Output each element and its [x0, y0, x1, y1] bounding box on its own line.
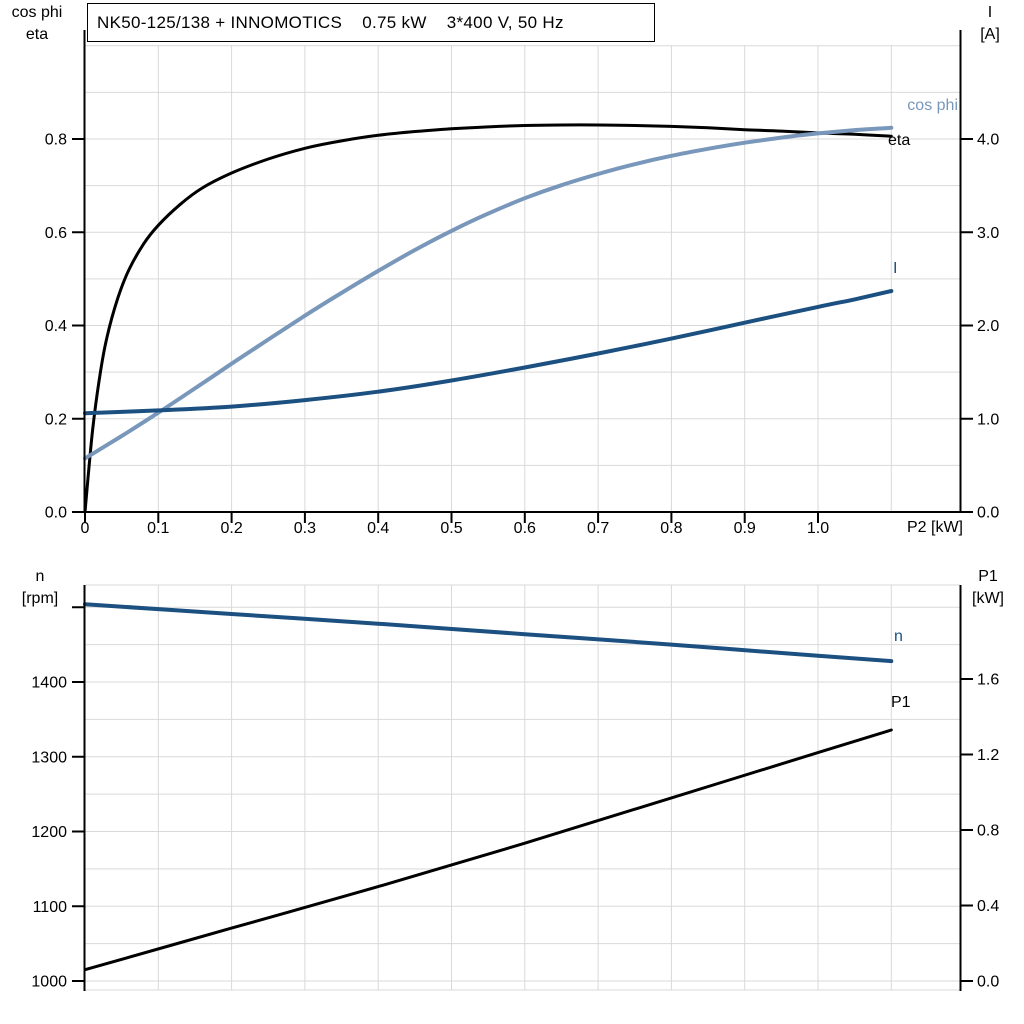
curve-cos-phi [83, 125, 894, 461]
bottom-right-axis-title: P1 [kW] [958, 566, 1018, 610]
svg-text:0.4: 0.4 [367, 520, 389, 537]
svg-text:1.0: 1.0 [977, 411, 999, 428]
svg-text:0.1: 0.1 [147, 520, 169, 537]
top-left-axis-title: cos phi eta [3, 2, 71, 46]
gridlines-panel-bottom [85, 584, 960, 991]
curve-label-speed: n [894, 628, 903, 645]
svg-text:0.8: 0.8 [660, 520, 682, 537]
svg-text:0.7: 0.7 [587, 520, 609, 537]
tick-labels-panel-bottom: 1000 1100 1200 1300 1400 0.0 0.4 0.8 1.2 1.6 [31, 672, 999, 991]
svg-text:0.9: 0.9 [734, 520, 756, 537]
svg-text:0: 0 [81, 520, 90, 537]
axes-panel-bottom [72, 585, 973, 991]
svg-text:0.6: 0.6 [45, 225, 67, 242]
svg-text:1.2: 1.2 [977, 747, 999, 764]
svg-text:0.6: 0.6 [514, 520, 536, 537]
x-axis-title: P2 [kW] [906, 519, 963, 536]
svg-text:0.8: 0.8 [45, 132, 67, 149]
svg-text:0.8: 0.8 [977, 823, 999, 840]
curve-P1 [83, 728, 893, 972]
axis-title-current-unit: [A] [980, 26, 1000, 43]
curve-label-current: I [893, 260, 898, 277]
svg-text:0.4: 0.4 [45, 318, 67, 335]
curve-label-p1: P1 [891, 694, 911, 711]
axis-title-p1-unit: [kW] [972, 590, 1004, 607]
svg-text:1.0: 1.0 [807, 520, 829, 537]
axes-panel-top [72, 30, 973, 523]
svg-text:3.0: 3.0 [977, 225, 999, 242]
curves-panel-bottom [83, 602, 894, 972]
top-right-axis-title: I [A] [964, 2, 1016, 46]
svg-text:1.6: 1.6 [977, 672, 999, 689]
svg-text:1100: 1100 [33, 899, 68, 916]
curve-I [83, 289, 894, 416]
chart-title-box: NK50-125/138 + INNOMOTICS 0.75 kW 3*400 … [87, 3, 655, 42]
svg-text:2.0: 2.0 [977, 318, 999, 335]
axis-title-eta: eta [25, 26, 49, 43]
axis-title-current: I [987, 4, 993, 21]
gridlines-panel-top [85, 45, 960, 512]
curve-label-eta: eta [888, 132, 911, 149]
svg-text:0.5: 0.5 [440, 520, 462, 537]
svg-text:0.2: 0.2 [220, 520, 242, 537]
curve-eta [83, 123, 893, 514]
svg-text:0.3: 0.3 [294, 520, 316, 537]
tick-labels-panel-top: 0.0 0.2 0.4 0.6 0.8 0.0 1.0 2.0 3.0 4.0 0 0.1 0.2 0.3… [45, 132, 1000, 538]
svg-text:4.0: 4.0 [977, 132, 999, 149]
svg-text:0.0: 0.0 [977, 974, 999, 991]
svg-text:0.2: 0.2 [45, 411, 67, 428]
curve-n [83, 602, 894, 664]
curves-panel-top [83, 123, 894, 514]
axis-title-p1: P1 [978, 568, 998, 585]
svg-text:0.0: 0.0 [977, 505, 999, 522]
bottom-left-axis-title: n [rpm] [3, 566, 77, 610]
svg-text:1300: 1300 [31, 749, 67, 766]
axis-title-cos-phi: cos phi [11, 4, 63, 21]
axis-title-speed-unit: [rpm] [21, 590, 59, 607]
svg-text:1000: 1000 [31, 974, 67, 991]
svg-text:0.4: 0.4 [977, 898, 999, 915]
curve-label-cos-phi: cos phi [907, 97, 958, 114]
svg-text:1400: 1400 [31, 675, 67, 692]
axis-title-speed: n [35, 568, 45, 585]
svg-text:0.0: 0.0 [45, 505, 67, 522]
svg-text:1200: 1200 [31, 824, 67, 841]
chart-title: NK50-125/138 + INNOMOTICS 0.75 kW 3*400 … [97, 13, 564, 32]
